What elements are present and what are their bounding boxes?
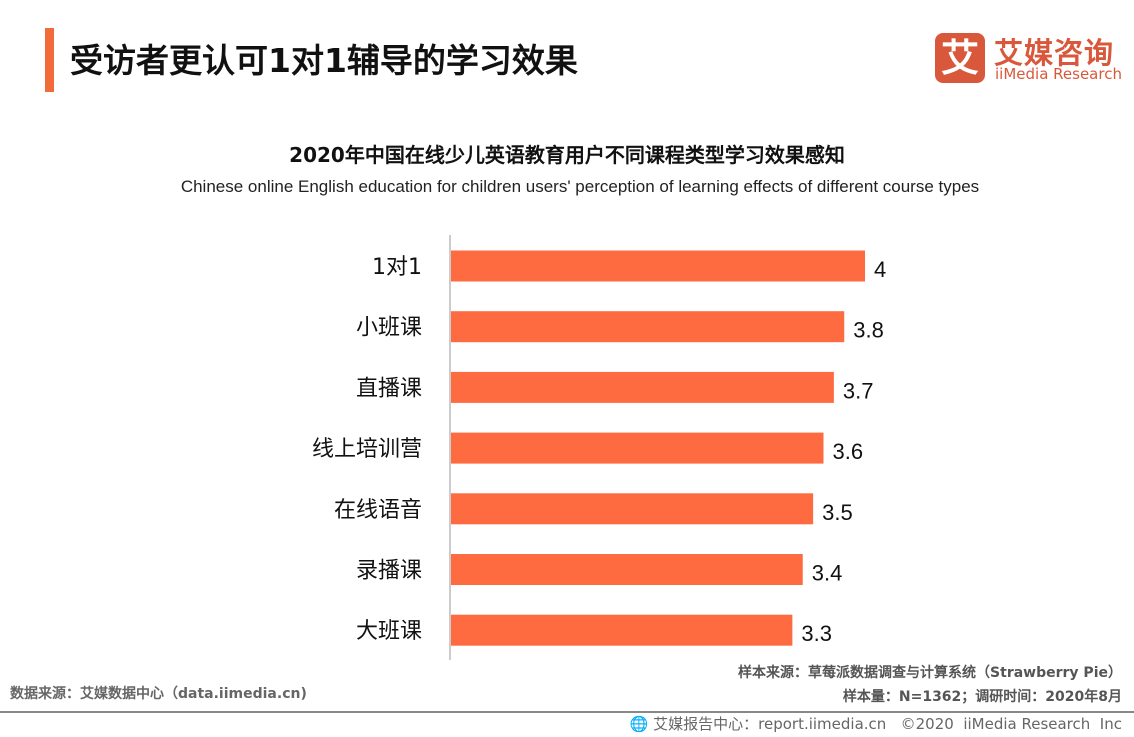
bar (451, 554, 803, 585)
data-source: 数据来源：艾媒数据中心（data.iimedia.cn) (10, 686, 307, 702)
chart-title: 2020年中国在线少儿英语教育用户不同课程类型学习效果感知 (289, 143, 845, 167)
value-label: 3.5 (822, 500, 853, 525)
logo-name-cn: 艾媒咨询 (994, 36, 1115, 70)
chart-subtitle: Chinese online English education for chi… (180, 177, 980, 196)
category-label: 线上培训营 (312, 437, 422, 462)
sample-source: 样本来源：草莓派数据调查与计算系统（Strawberry Pie） (738, 665, 1122, 681)
category-label: 在线语音 (334, 498, 422, 523)
globe-icon: 🌐 (629, 715, 649, 733)
page-title: 受访者更认可1对1辅导的学习效果 (70, 41, 578, 80)
value-label: 3.4 (812, 561, 843, 586)
category-label: 大班课 (356, 619, 422, 644)
value-label: 3.7 (843, 378, 874, 403)
bar (451, 614, 793, 646)
sample-size: 样本量：N=1362；调研时间：2020年8月 (842, 689, 1122, 705)
bar (451, 250, 865, 282)
report-center-text: 艾媒报告中心：report.iimedia.cn ©2020 iiMedia R… (653, 715, 1122, 733)
bar (451, 493, 814, 525)
bar (451, 432, 824, 464)
logo-mark: 艾 (935, 33, 985, 83)
bar (451, 311, 845, 343)
category-label: 直播课 (356, 376, 422, 401)
logo-name-en: iiMedia Research (995, 65, 1122, 83)
bar (451, 371, 834, 403)
value-label: 3.8 (853, 318, 884, 343)
footer-credit: 🌐 艾媒报告中心：report.iimedia.cn ©2020 iiMedia… (630, 713, 1122, 734)
category-label: 录播课 (356, 559, 422, 584)
value-label: 3.6 (833, 439, 864, 464)
category-label: 1对1 (372, 255, 422, 280)
title-accent-bar (45, 28, 54, 92)
value-label: 3.3 (801, 621, 832, 646)
category-label: 小班课 (356, 316, 422, 341)
footer-divider (0, 711, 1134, 713)
value-label: 4 (874, 257, 886, 282)
